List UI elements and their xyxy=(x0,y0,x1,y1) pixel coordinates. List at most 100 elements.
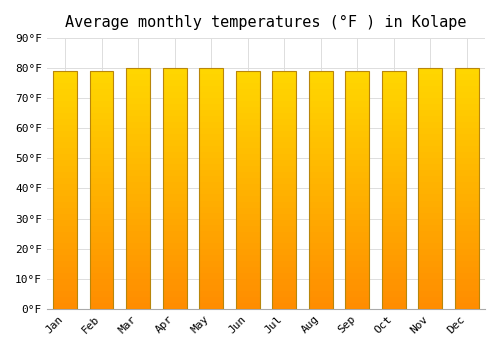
Bar xyxy=(309,208,332,214)
Bar xyxy=(382,119,406,125)
Bar xyxy=(90,101,114,107)
Bar xyxy=(418,68,442,309)
Bar xyxy=(200,128,223,134)
Bar xyxy=(382,202,406,208)
Bar xyxy=(200,243,223,248)
Bar xyxy=(126,248,150,254)
Bar xyxy=(272,184,296,190)
Bar xyxy=(455,225,478,231)
Bar xyxy=(236,136,260,142)
Bar xyxy=(236,255,260,261)
Bar xyxy=(382,238,406,243)
Bar xyxy=(236,125,260,131)
Bar xyxy=(272,249,296,255)
Bar xyxy=(455,146,478,152)
Bar xyxy=(382,273,406,279)
Bar xyxy=(272,196,296,202)
Bar xyxy=(236,131,260,137)
Bar xyxy=(309,267,332,273)
Bar xyxy=(54,131,77,137)
Bar xyxy=(126,279,150,285)
Bar xyxy=(382,95,406,101)
Bar xyxy=(418,128,442,134)
Bar xyxy=(54,142,77,148)
Bar xyxy=(54,232,77,238)
Bar xyxy=(382,142,406,148)
Bar xyxy=(126,98,150,104)
Bar xyxy=(272,172,296,178)
Bar xyxy=(346,273,369,279)
Bar xyxy=(90,261,114,267)
Bar xyxy=(418,146,442,152)
Bar xyxy=(163,285,186,291)
Bar xyxy=(90,154,114,160)
Bar xyxy=(163,206,186,212)
Bar xyxy=(163,188,186,195)
Bar xyxy=(272,291,296,297)
Bar xyxy=(54,267,77,273)
Bar xyxy=(90,71,114,309)
Bar xyxy=(236,71,260,309)
Bar xyxy=(418,243,442,248)
Bar xyxy=(126,140,150,146)
Bar xyxy=(126,291,150,297)
Bar xyxy=(54,184,77,190)
Bar xyxy=(54,178,77,184)
Bar xyxy=(346,238,369,243)
Bar xyxy=(418,273,442,279)
Bar xyxy=(163,128,186,134)
Bar xyxy=(272,243,296,249)
Bar xyxy=(346,131,369,137)
Bar xyxy=(418,116,442,122)
Bar xyxy=(346,243,369,249)
Bar xyxy=(309,243,332,249)
Bar xyxy=(382,107,406,113)
Bar xyxy=(200,303,223,309)
Bar xyxy=(163,218,186,225)
Bar xyxy=(126,182,150,188)
Bar xyxy=(455,254,478,261)
Bar xyxy=(126,159,150,164)
Bar xyxy=(382,125,406,131)
Bar xyxy=(272,71,296,309)
Bar xyxy=(90,214,114,220)
Bar xyxy=(163,279,186,285)
Bar xyxy=(90,208,114,214)
Bar xyxy=(346,101,369,107)
Bar xyxy=(272,136,296,142)
Bar xyxy=(200,68,223,74)
Bar xyxy=(272,154,296,160)
Bar xyxy=(272,267,296,273)
Bar xyxy=(163,303,186,309)
Bar xyxy=(309,196,332,202)
Bar xyxy=(418,231,442,237)
Bar xyxy=(54,166,77,172)
Bar xyxy=(455,128,478,134)
Bar xyxy=(163,248,186,254)
Bar xyxy=(236,142,260,148)
Bar xyxy=(200,74,223,80)
Bar xyxy=(346,89,369,95)
Bar xyxy=(346,95,369,101)
Bar xyxy=(346,226,369,232)
Bar xyxy=(455,267,478,273)
Bar xyxy=(382,160,406,166)
Bar xyxy=(90,196,114,202)
Bar xyxy=(346,291,369,297)
Bar xyxy=(418,261,442,267)
Bar xyxy=(382,255,406,261)
Bar xyxy=(126,146,150,152)
Bar xyxy=(382,208,406,214)
Bar xyxy=(382,261,406,267)
Bar xyxy=(309,303,332,309)
Bar xyxy=(455,176,478,182)
Bar xyxy=(54,154,77,160)
Bar xyxy=(236,83,260,89)
Bar xyxy=(272,232,296,238)
Bar xyxy=(163,267,186,273)
Bar xyxy=(382,267,406,273)
Bar xyxy=(90,83,114,89)
Bar xyxy=(200,206,223,212)
Bar xyxy=(54,83,77,89)
Bar xyxy=(54,208,77,214)
